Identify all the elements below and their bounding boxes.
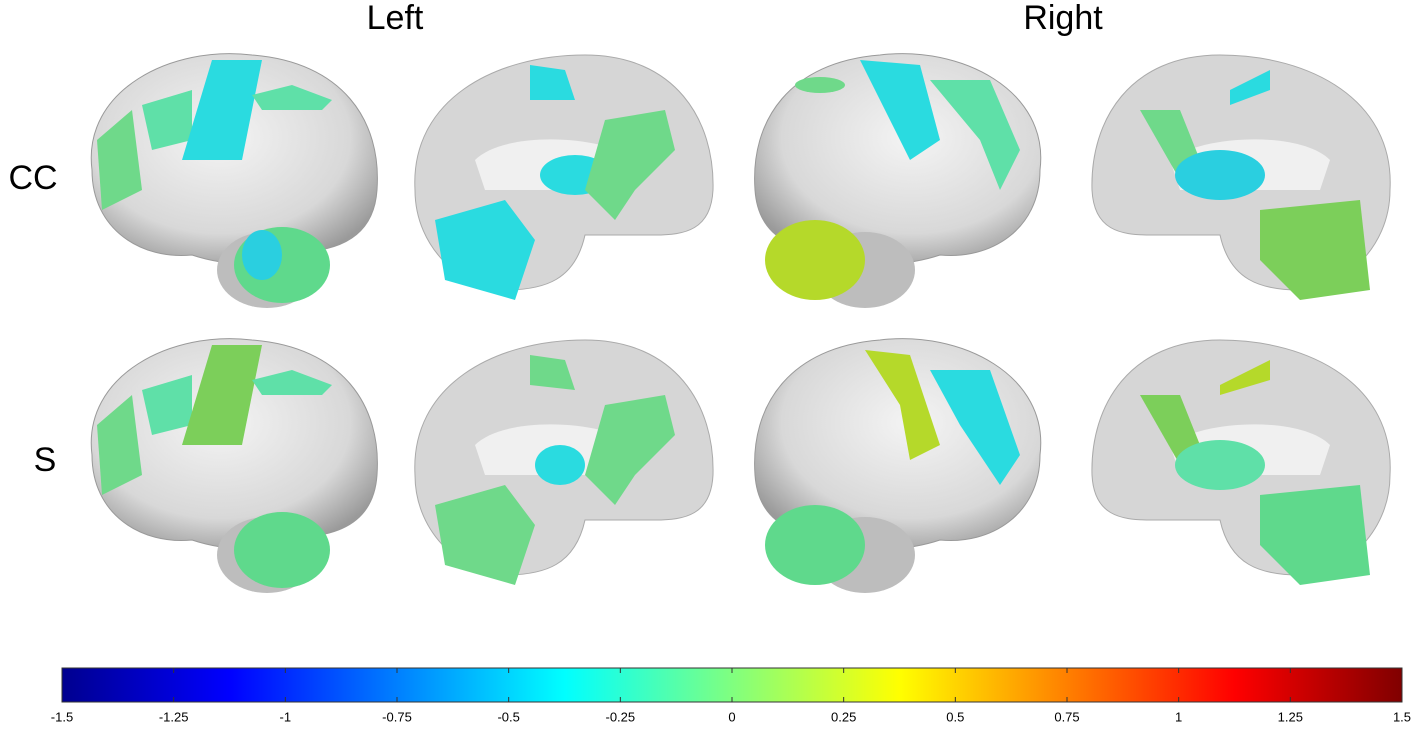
tick-label: 1 bbox=[1175, 709, 1182, 724]
tick-label: 0.5 bbox=[946, 709, 964, 724]
brain-medial bbox=[414, 54, 714, 300]
brain-lateral bbox=[90, 53, 378, 309]
colorbar-ticks: -1.5 -1.25 -1 -0.75 -0.5 -0.25 0 0.25 0.5 0.75 1 1.… bbox=[51, 668, 1411, 724]
tick-label: -0.25 bbox=[606, 709, 636, 724]
brain-lateral bbox=[754, 53, 1042, 309]
column-label: Right bbox=[1023, 0, 1103, 37]
tick-label: -1.5 bbox=[51, 709, 73, 724]
tick-label: -0.5 bbox=[497, 709, 519, 724]
tick-label: 0.25 bbox=[831, 709, 856, 724]
tick-label: 0.75 bbox=[1054, 709, 1079, 724]
tick-label: -0.75 bbox=[382, 709, 412, 724]
brain-medial bbox=[1091, 54, 1391, 300]
row-label: S bbox=[34, 441, 57, 479]
brain-lateral bbox=[754, 338, 1042, 594]
brain-lateral bbox=[90, 338, 378, 594]
colorbar bbox=[61, 667, 1403, 703]
row-label: CC bbox=[8, 159, 57, 197]
tick-label: 1.25 bbox=[1278, 709, 1303, 724]
brain-medial bbox=[414, 339, 714, 585]
tick-label: -1.25 bbox=[159, 709, 189, 724]
tick-label: 0 bbox=[728, 709, 735, 724]
tick-label: 1.5 bbox=[1393, 709, 1411, 724]
column-label: Left bbox=[367, 0, 424, 37]
tick-label: -1 bbox=[280, 709, 292, 724]
brain-medial bbox=[1091, 339, 1391, 585]
